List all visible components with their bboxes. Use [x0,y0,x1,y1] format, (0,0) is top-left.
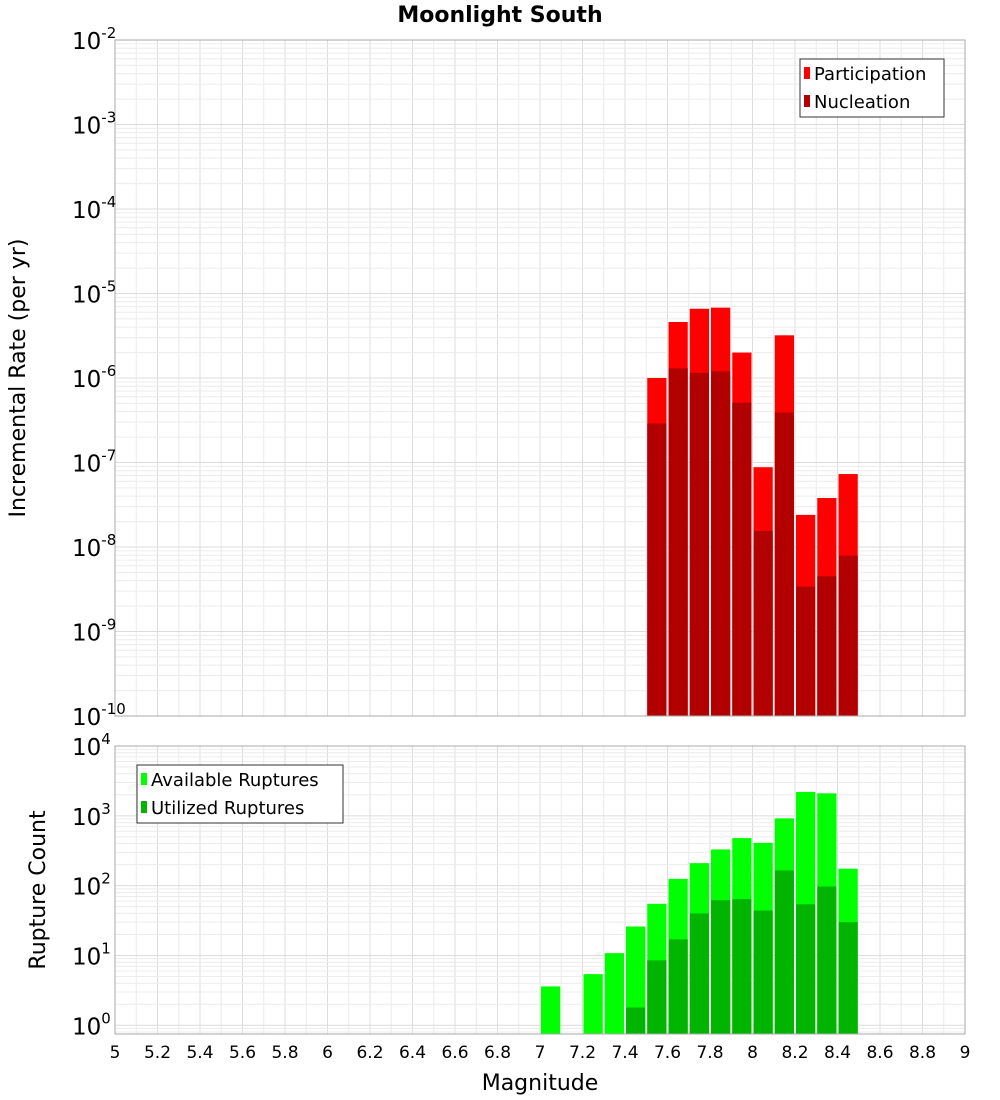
x-tick-label: 6.6 [441,1043,468,1063]
bar-available-ruptures [583,974,603,1034]
legend-box [799,58,945,118]
bar-utilized-ruptures [647,960,667,1034]
x-tick-label: 8.8 [909,1043,936,1063]
y-tick-label: 10-3 [72,109,116,140]
x-tick-label: 7.4 [611,1043,638,1063]
legend-swatch-available-ruptures [141,773,147,785]
y-tick-label: 10-2 [72,24,116,55]
y-tick-label: 10-4 [72,193,116,224]
x-tick-label: 6.2 [356,1043,383,1063]
bar-nucleation [796,586,816,716]
bar-nucleation [732,402,752,716]
x-tick-label: 7.8 [696,1043,723,1063]
series-utilized-ruptures [626,870,858,1034]
y-tick-label: 103 [72,800,111,831]
y-tick-label: 104 [72,730,111,761]
y-tick-label: 10-8 [72,531,116,562]
bar-utilized-ruptures [689,913,709,1034]
y-tick-label: 102 [72,870,111,901]
legend: Available Ruptures Utilized Ruptures [136,764,344,824]
bar-nucleation [753,530,773,716]
x-tick-label: 8.4 [824,1043,851,1063]
x-tick-label: 5.6 [229,1043,256,1063]
bar-nucleation [668,368,688,716]
legend-label: Nucleation [814,92,910,113]
x-tick-label: 6.4 [399,1043,426,1063]
bar-nucleation [774,412,794,716]
bar-available-ruptures [541,986,561,1034]
x-tick-label: 8.2 [781,1043,808,1063]
bar-available-ruptures [604,953,624,1034]
bar-utilized-ruptures [753,910,773,1034]
y-tick-label: 100 [72,1009,111,1040]
x-tick-label: 5.2 [144,1043,171,1063]
bar-utilized-ruptures [774,870,794,1034]
bar-utilized-ruptures [817,886,837,1034]
y-tick-label: 10-7 [72,447,116,478]
y-tick-label: 10-5 [72,278,116,309]
bar-utilized-ruptures [626,1007,646,1034]
y-tick-label: 10-10 [72,700,126,731]
bar-nucleation [711,371,731,716]
x-tick-label: 6 [322,1043,333,1063]
legend-label: Participation [814,64,926,85]
bar-nucleation [647,423,667,716]
y-axis-label: Rupture Count [26,810,51,970]
y-tick-label: 10-9 [72,616,116,647]
legend-swatch-utilized-ruptures [141,801,147,813]
legend-swatch-nucleation [804,95,810,107]
bar-nucleation [838,555,858,716]
legend-swatch-participation [804,67,810,79]
series-nucleation [647,368,858,716]
bar-available-ruptures [626,926,646,1034]
x-tick-label: 8 [747,1043,758,1063]
bar-utilized-ruptures [796,904,816,1034]
x-tick-label: 5 [110,1043,121,1063]
y-axis-label: Incremental Rate (per yr) [6,239,31,518]
legend-label: Utilized Ruptures [151,798,304,819]
y-tick-label: 10-6 [72,362,116,393]
y-tick-label: 101 [72,939,111,970]
bar-utilized-ruptures [732,899,752,1034]
x-tick-label: 9 [960,1043,971,1063]
bar-utilized-ruptures [711,900,731,1034]
bar-nucleation [817,576,837,716]
plot-frame [114,745,966,1035]
x-tick-label: 7 [535,1043,546,1063]
bar-utilized-ruptures [668,939,688,1034]
chart-title: Moonlight South [397,3,602,28]
x-tick-label: 6.8 [484,1043,511,1063]
x-tick-label: 5.4 [186,1043,213,1063]
plot-frame [114,39,966,717]
grid-lines [114,40,966,717]
x-axis-label: Magnitude [482,1071,599,1096]
bar-nucleation [689,372,709,716]
x-tick-label: 5.8 [271,1043,298,1063]
x-tick-label: 8.6 [866,1043,893,1063]
x-tick-label: 7.6 [654,1043,681,1063]
legend-box [136,764,344,824]
bar-utilized-ruptures [838,922,858,1034]
legend: Participation Nucleation [799,58,945,118]
x-tick-label: 7.2 [569,1043,596,1063]
legend-label: Available Ruptures [151,770,319,791]
